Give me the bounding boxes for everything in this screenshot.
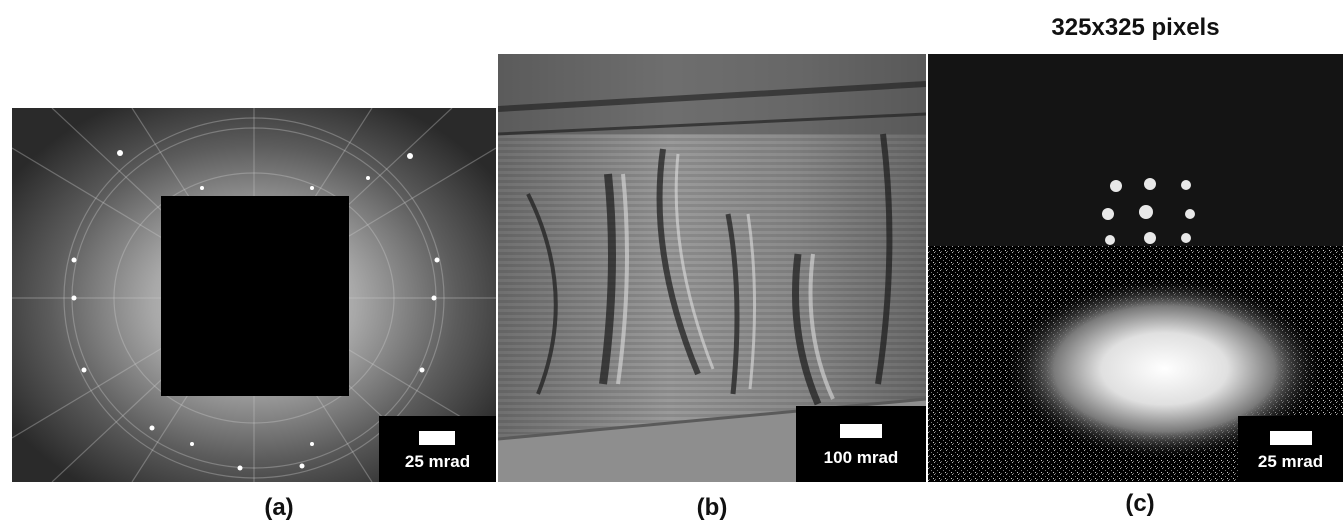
caption-b: (b) xyxy=(696,494,728,521)
panel-c-title: 325x325 pixels xyxy=(1051,14,1220,41)
scale-bar-box-a: 25 mrad xyxy=(379,416,496,482)
scale-label-a: 25 mrad xyxy=(404,452,471,471)
scale-label-c: 25 mrad xyxy=(1257,452,1324,471)
diffraction-pattern-image-c: 25 mrad xyxy=(928,54,1343,482)
caption-a: (a) xyxy=(264,494,294,521)
scale-bar-a xyxy=(419,431,455,445)
scale-bar-b xyxy=(840,424,882,438)
sample-image-b: 100 mrad xyxy=(498,54,926,482)
scale-bar-box-c: 25 mrad xyxy=(1238,416,1343,482)
scale-bar-box-b: 100 mrad xyxy=(796,406,926,482)
scale-bar-c xyxy=(1270,431,1312,445)
caption-c: (c) xyxy=(1125,490,1155,517)
diffraction-pattern-image-a: 25 mrad xyxy=(12,108,496,482)
scale-label-b: 100 mrad xyxy=(823,448,899,467)
